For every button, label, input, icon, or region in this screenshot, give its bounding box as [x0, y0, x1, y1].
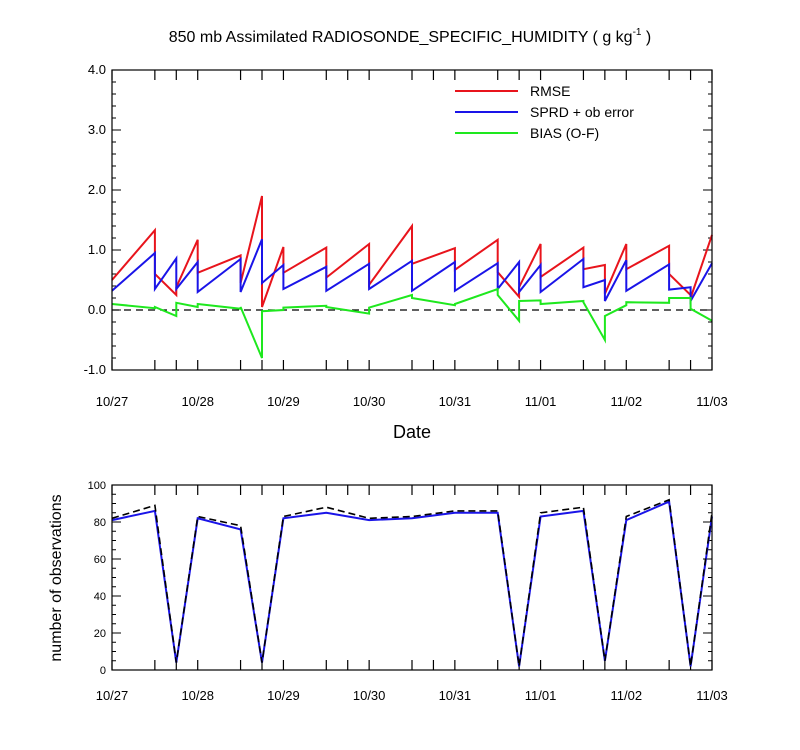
x-tick-label: 11/03 — [696, 688, 728, 703]
bottom-series-group — [111, 498, 713, 667]
y-tick-label: 60 — [94, 554, 106, 566]
top-chart: 850 mb Assimilated RADIOSONDE_SPECIFIC_H… — [84, 27, 728, 442]
top-plot-frame — [111, 69, 713, 371]
legend-label: RMSE — [530, 83, 570, 99]
legend-label: SPRD + ob error — [530, 104, 634, 120]
x-tick-label: 10/28 — [181, 688, 214, 703]
bottom-y-tick-labels: 0 20 40 60 80 100 — [88, 480, 106, 677]
top-chart-title-main: 850 mb Assimilated RADIOSONDE_SPECIFIC_H… — [169, 29, 633, 46]
y-tick-label: -1.0 — [84, 362, 106, 377]
bottom-plot-frame — [111, 484, 713, 671]
x-tick-label: 10/27 — [96, 688, 129, 703]
series-line-bias-o-f — [111, 287, 713, 359]
y-tick-label: 100 — [88, 480, 106, 492]
top-series-group — [111, 195, 713, 359]
x-tick-label: 11/01 — [525, 394, 557, 409]
legend-label: BIAS (O-F) — [530, 125, 599, 141]
bottom-axis-ticks — [111, 484, 713, 671]
series-line-total — [111, 498, 713, 667]
x-tick-label: 11/01 — [525, 688, 557, 703]
y-tick-label: 40 — [94, 591, 106, 603]
series-line-sprd-ob-error — [111, 238, 713, 305]
top-chart-title-suffix: ) — [641, 29, 651, 46]
y-tick-label: 0 — [100, 665, 106, 677]
y-tick-label: 80 — [94, 517, 106, 529]
x-tick-label: 10/31 — [439, 688, 472, 703]
x-tick-label: 10/30 — [353, 394, 386, 409]
top-x-tick-labels: 10/27 10/28 10/29 10/30 10/31 11/01 11/02 11/03 — [96, 394, 728, 409]
x-tick-label: 10/29 — [267, 688, 300, 703]
x-tick-label: 10/27 — [96, 394, 129, 409]
x-tick-label: 10/30 — [353, 688, 386, 703]
y-tick-label: 4.0 — [88, 62, 106, 77]
y-tick-label: 3.0 — [88, 122, 106, 137]
bottom-y-axis-label: number of observations — [48, 494, 65, 661]
y-tick-label: 20 — [94, 628, 106, 640]
y-tick-label: 2.0 — [88, 182, 106, 197]
y-tick-label: 1.0 — [88, 242, 106, 257]
x-tick-label: 10/31 — [439, 394, 472, 409]
x-tick-label: 10/28 — [181, 394, 214, 409]
x-tick-label: 10/29 — [267, 394, 300, 409]
series-line-assimilated — [111, 500, 713, 667]
bottom-x-tick-labels: 10/27 10/28 10/29 10/30 10/31 11/01 11/02 11/03 — [96, 688, 728, 703]
y-tick-label: 0.0 — [88, 302, 106, 317]
top-chart-title: 850 mb Assimilated RADIOSONDE_SPECIFIC_H… — [169, 27, 652, 46]
x-tick-label: 11/02 — [610, 394, 642, 409]
x-tick-label: 11/03 — [696, 394, 728, 409]
top-chart-title-superscript: -1 — [633, 27, 642, 38]
top-legend: RMSE SPRD + ob error BIAS (O-F) — [455, 83, 634, 141]
top-x-axis-label: Date — [393, 422, 431, 442]
top-y-tick-labels: -1.0 0.0 1.0 2.0 3.0 4.0 — [84, 62, 106, 377]
bottom-chart: 0 20 40 60 80 100 10/27 10/28 10/29 10/30 10/31 11… — [48, 480, 728, 703]
series-line-rmse — [111, 195, 713, 308]
x-tick-label: 11/02 — [610, 688, 642, 703]
